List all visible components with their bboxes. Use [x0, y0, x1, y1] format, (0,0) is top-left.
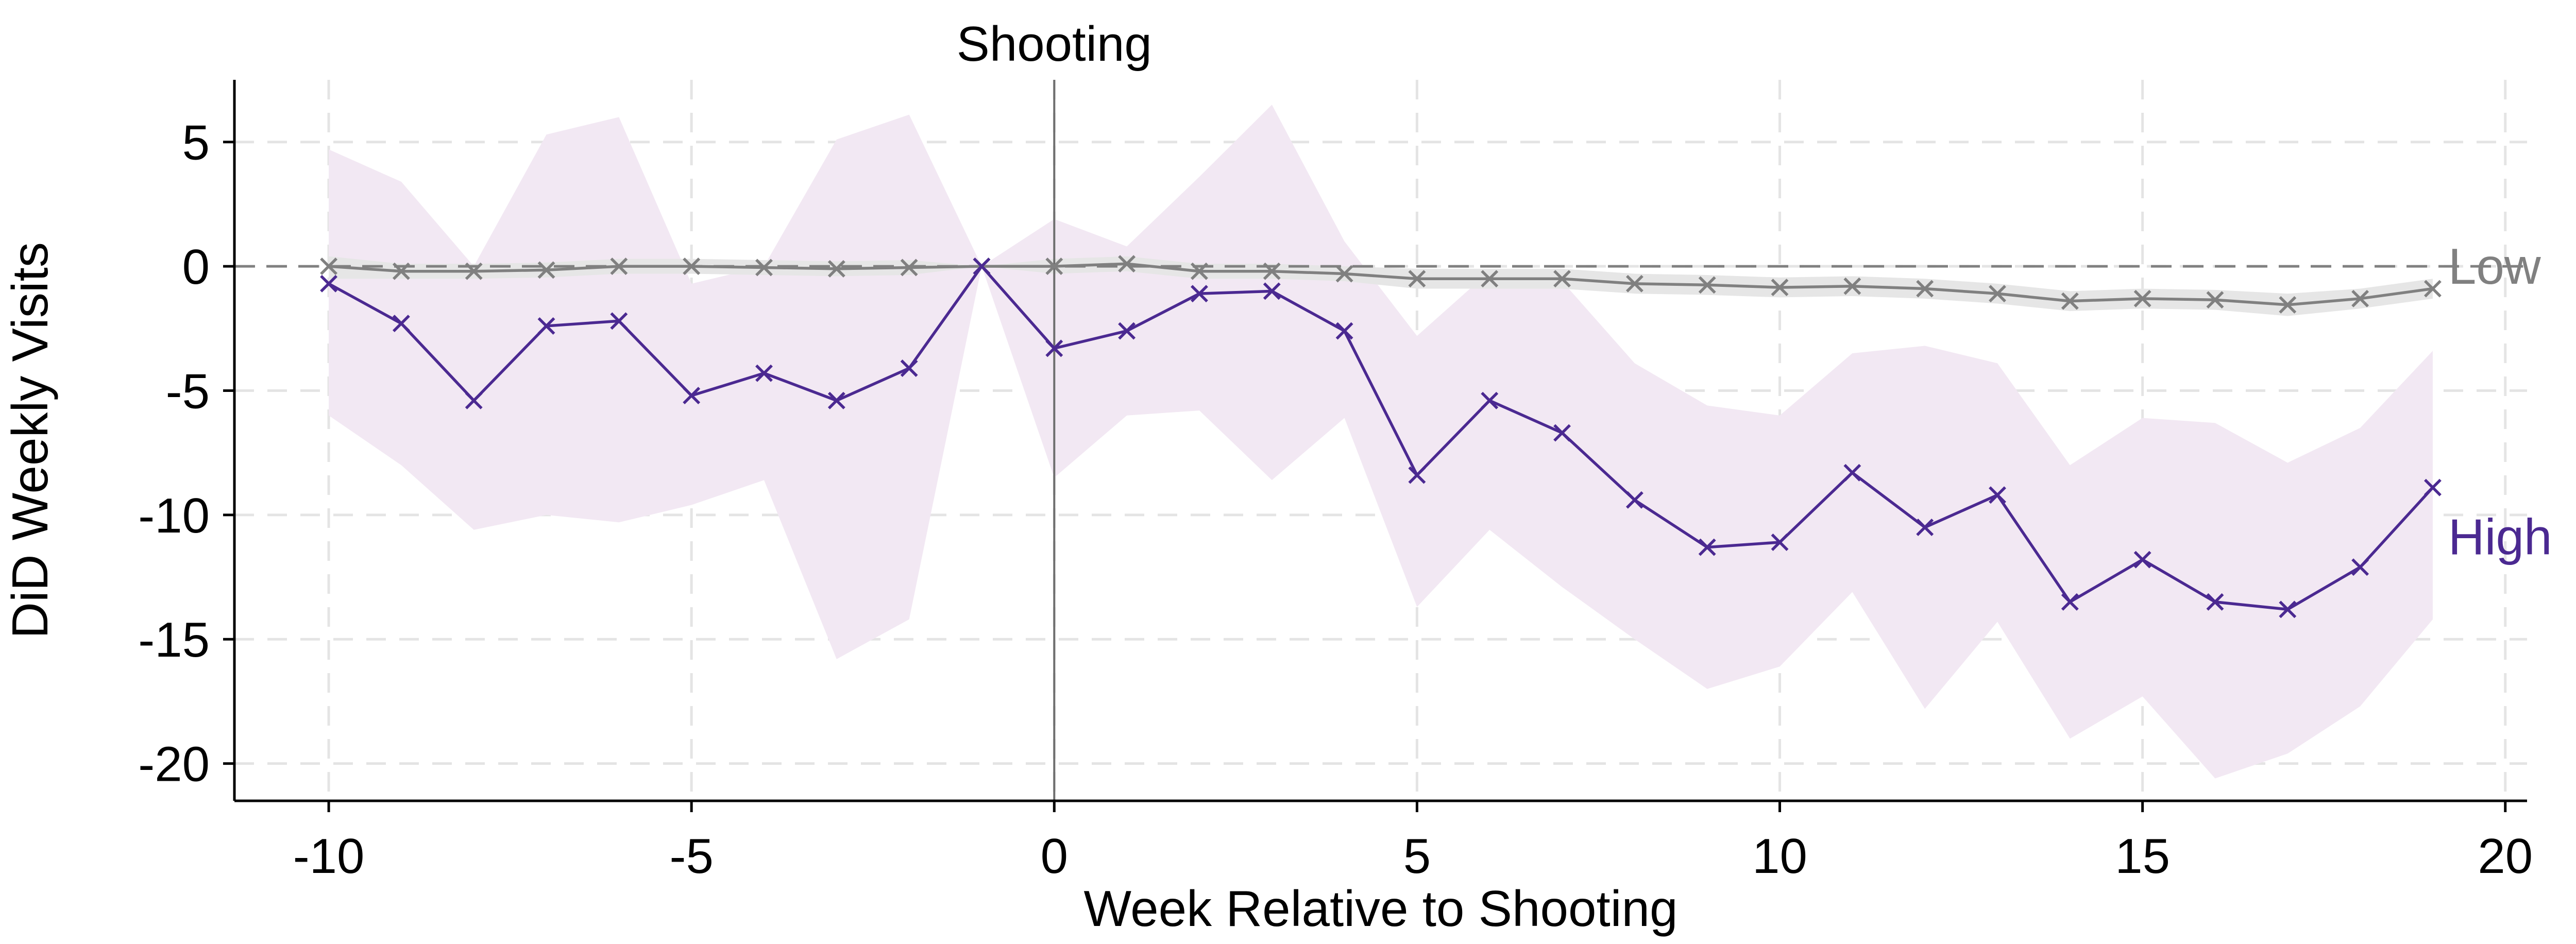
data-point-low — [610, 258, 628, 276]
data-point-low — [2279, 296, 2297, 314]
data-point-high — [1263, 282, 1281, 300]
confidence-band-low — [329, 256, 2433, 316]
data-point-high — [1335, 322, 1353, 340]
series-label-high: High — [2448, 509, 2552, 565]
confidence-band-high — [329, 105, 2433, 779]
data-point-high — [1045, 339, 1063, 357]
data-point-low — [755, 259, 773, 277]
data-point-high — [2279, 600, 2297, 619]
data-point-high — [1698, 538, 1716, 556]
x-tick-label: 15 — [2115, 829, 2170, 884]
data-point-low — [320, 258, 338, 276]
data-point-high — [2133, 551, 2151, 569]
x-tick-label: 10 — [1752, 829, 1807, 884]
data-point-high — [2061, 593, 2079, 611]
axes: -10 -5 0 5 10 15 20 5 0 -5 -10 -15 -20 — [138, 80, 2533, 884]
series-line-high — [328, 265, 2434, 611]
data-point-high — [2424, 478, 2442, 496]
data-point-high — [683, 387, 701, 405]
x-tick-label: 5 — [1403, 829, 1431, 884]
data-point-low — [1989, 285, 2006, 303]
data-point-low — [1916, 280, 1934, 298]
data-point-high — [2206, 593, 2224, 611]
data-point-high — [1771, 533, 1789, 551]
reference-lines — [234, 80, 2527, 801]
data-point-low — [1625, 274, 1643, 293]
x-tick-label: -5 — [670, 829, 714, 884]
data-point-low — [2061, 292, 2079, 310]
data-point-high — [537, 317, 555, 335]
series-line-low — [328, 262, 2433, 306]
series-markers — [320, 255, 2442, 619]
y-axis-title: DiD Weekly Visits — [2, 242, 58, 639]
x-axis-title: Week Relative to Shooting — [1083, 880, 1677, 937]
data-point-low — [900, 259, 918, 277]
series-lines — [328, 262, 2434, 611]
data-point-low — [1335, 265, 1353, 283]
y-tick-label: 0 — [182, 239, 210, 295]
y-tick-label: -5 — [166, 364, 210, 419]
data-point-low — [683, 258, 701, 276]
x-tick-label: 20 — [2478, 829, 2533, 884]
data-point-high — [610, 312, 628, 330]
data-point-low — [1843, 277, 1861, 295]
y-tick-label: -15 — [138, 612, 210, 667]
data-point-low — [2133, 289, 2151, 307]
data-point-high — [1190, 285, 1208, 303]
data-point-high — [1916, 519, 1934, 536]
data-point-low — [392, 262, 410, 280]
data-point-high — [1989, 486, 2006, 504]
x-tick-label: -10 — [293, 829, 365, 884]
data-point-low — [1263, 262, 1281, 280]
y-tick-label: -20 — [138, 737, 210, 792]
data-point-low — [1698, 276, 1716, 294]
data-point-high — [1843, 464, 1861, 482]
data-point-high — [1481, 391, 1499, 409]
chart-text: DiD Weekly Visits Week Relative to Shoot… — [2, 16, 2552, 937]
data-point-high — [320, 274, 338, 293]
y-tick-label: 5 — [182, 115, 210, 170]
data-point-high — [392, 315, 410, 333]
data-point-low — [1118, 255, 1136, 273]
shooting-annotation: Shooting — [957, 16, 1152, 72]
data-point-low — [1190, 262, 1208, 280]
series-label-low: Low — [2448, 238, 2541, 295]
x-tick-label: 0 — [1041, 829, 1068, 884]
data-point-low — [537, 261, 555, 279]
confidence-bands — [329, 105, 2433, 779]
data-point-low — [465, 262, 483, 280]
data-point-low — [827, 260, 845, 278]
data-point-high — [1118, 322, 1136, 340]
data-point-high — [1553, 424, 1571, 442]
data-point-low — [1045, 258, 1063, 276]
data-point-high — [2351, 558, 2369, 576]
data-point-high — [1625, 491, 1643, 509]
data-point-high — [827, 391, 845, 409]
y-tick-label: -10 — [138, 488, 210, 543]
data-point-high — [755, 364, 773, 382]
data-point-low — [2206, 291, 2224, 309]
data-point-low — [1481, 270, 1499, 288]
data-point-high — [973, 258, 991, 276]
data-point-low — [1408, 270, 1426, 288]
data-point-high — [1408, 466, 1426, 484]
data-point-high — [465, 391, 483, 409]
data-point-high — [900, 359, 918, 377]
data-point-low — [2424, 280, 2442, 298]
data-point-low — [2351, 289, 2369, 307]
data-point-low — [1771, 279, 1789, 297]
data-point-low — [1553, 270, 1571, 288]
